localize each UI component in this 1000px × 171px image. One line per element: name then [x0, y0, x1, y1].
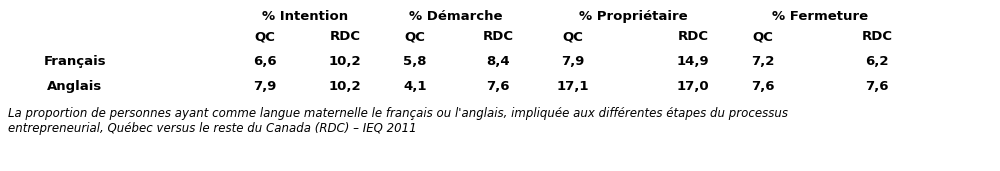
Text: RDC: RDC — [678, 30, 708, 43]
Text: 14,9: 14,9 — [677, 55, 709, 68]
Text: Anglais: Anglais — [47, 80, 103, 93]
Text: 7,6: 7,6 — [486, 80, 510, 93]
Text: RDC: RDC — [330, 30, 360, 43]
Text: 6,2: 6,2 — [865, 55, 889, 68]
Text: QC: QC — [753, 30, 773, 43]
Text: 10,2: 10,2 — [329, 80, 361, 93]
Text: % Démarche: % Démarche — [409, 10, 503, 23]
Text: La proportion de personnes ayant comme langue maternelle le français ou l'anglai: La proportion de personnes ayant comme l… — [8, 107, 788, 120]
Text: 7,9: 7,9 — [253, 80, 277, 93]
Text: QC: QC — [405, 30, 425, 43]
Text: RDC: RDC — [862, 30, 893, 43]
Text: 7,6: 7,6 — [865, 80, 889, 93]
Text: entrepreneurial, Québec versus le reste du Canada (RDC) – IEQ 2011: entrepreneurial, Québec versus le reste … — [8, 122, 417, 135]
Text: 8,4: 8,4 — [486, 55, 510, 68]
Text: Français: Français — [44, 55, 106, 68]
Text: 7,6: 7,6 — [751, 80, 775, 93]
Text: 17,0: 17,0 — [677, 80, 709, 93]
Text: QC: QC — [563, 30, 583, 43]
Text: 7,9: 7,9 — [561, 55, 585, 68]
Text: 4,1: 4,1 — [403, 80, 427, 93]
Text: % Propriétaire: % Propriétaire — [579, 10, 687, 23]
Text: 17,1: 17,1 — [557, 80, 589, 93]
Text: 6,6: 6,6 — [253, 55, 277, 68]
Text: 5,8: 5,8 — [403, 55, 427, 68]
Text: QC: QC — [255, 30, 275, 43]
Text: % Intention: % Intention — [262, 10, 348, 23]
Text: % Fermeture: % Fermeture — [772, 10, 868, 23]
Text: 7,2: 7,2 — [751, 55, 775, 68]
Text: RDC: RDC — [482, 30, 514, 43]
Text: 10,2: 10,2 — [329, 55, 361, 68]
